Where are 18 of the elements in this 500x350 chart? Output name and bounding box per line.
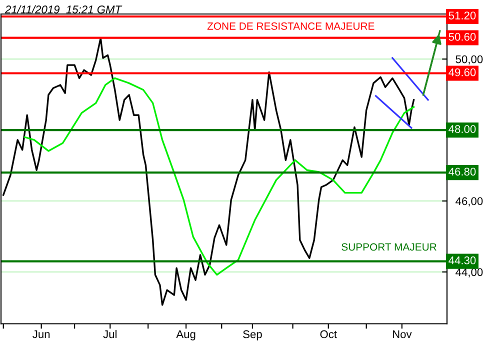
x-tick-label: Oct bbox=[320, 330, 337, 338]
annotation: SUPPORT MAJEUR bbox=[342, 243, 436, 251]
ref-line-label: 46.80 bbox=[448, 168, 476, 176]
ref-line-label: 48.00 bbox=[448, 125, 476, 134]
x-tick-label: Aug bbox=[176, 330, 196, 340]
ref-line-label: 51.20 bbox=[448, 12, 476, 20]
x-tick-label: Jul bbox=[103, 330, 116, 338]
annotation: ZONE DE RESISTANCE MAJEURE bbox=[207, 22, 374, 30]
ref-line-label: 50.60 bbox=[448, 32, 476, 41]
y-tick-label: 44,00 bbox=[456, 268, 483, 278]
x-tick-label: Jun bbox=[32, 330, 50, 338]
ref-line-label: 44.30 bbox=[448, 256, 476, 264]
ref-line-label: 49.60 bbox=[448, 68, 476, 76]
chart-title: 21/11/2019 15:21 GMT bbox=[4, 5, 122, 14]
x-tick-label: Nov bbox=[392, 330, 412, 338]
y-tick-label: 46,00 bbox=[456, 197, 483, 206]
y-tick-label: 50,00 bbox=[456, 55, 483, 65]
x-tick-label: Sep bbox=[243, 330, 262, 340]
